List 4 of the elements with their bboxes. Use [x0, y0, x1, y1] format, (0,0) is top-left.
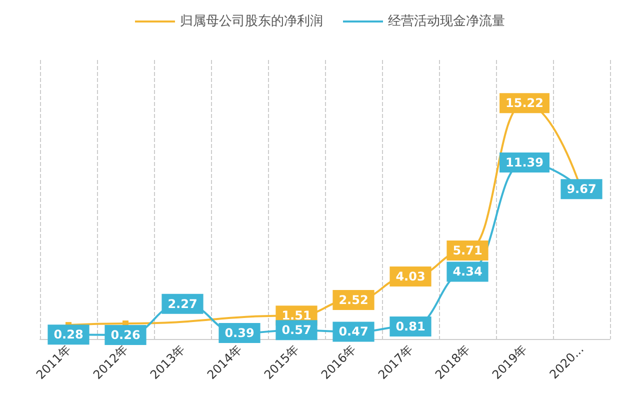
data-label: 11.39	[506, 155, 544, 170]
legend-label: 归属母公司股东的净利润	[180, 14, 323, 29]
legend-label: 经营活动现金净流量	[388, 13, 505, 29]
data-label: 15.22	[506, 96, 544, 110]
